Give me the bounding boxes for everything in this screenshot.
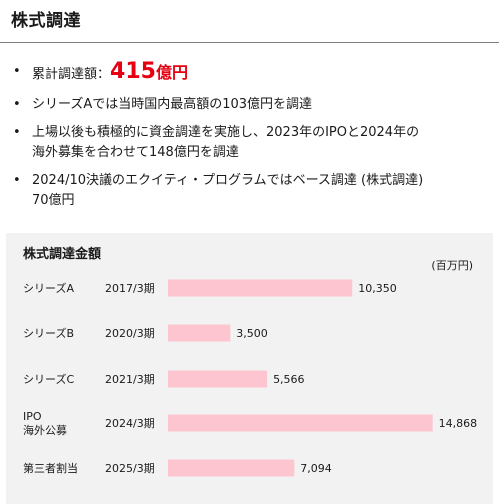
bullet-equity-program: 2024/10決議のエクイティ・プログラムではベース調達 (株式調達) 70億円 <box>11 171 491 211</box>
period-label-3: 2024/3期 <box>105 417 155 430</box>
chart-unit-label: (百万円) <box>431 259 473 272</box>
page-title: 株式調達 <box>11 11 81 31</box>
bar-4 <box>168 459 295 477</box>
category-label-3-1: 海外公募 <box>23 423 67 437</box>
value-label-0: 10,350 <box>358 282 397 295</box>
chart-title: 株式調達金額 <box>23 247 102 262</box>
category-label-3-0: IPO <box>23 410 42 423</box>
category-label-2: シリーズC <box>23 372 74 386</box>
bar-3 <box>168 414 433 432</box>
bullet-series-a-text: シリーズAでは当時国内最高額の103億円を調達 <box>32 97 313 112</box>
bullet-equity-program-line-1: 2024/10決議のエクイティ・プログラムではベース調達 (株式調達) <box>32 173 424 188</box>
category-label-4: 第三者割当 <box>23 461 78 475</box>
bullet-post-ipo-line-2: 海外募集を合わせて148億円を調達 <box>32 145 239 160</box>
total-raised-value: 415 <box>110 59 156 84</box>
bar-1 <box>168 324 231 342</box>
bullet-total-raised: 累計調達額：415億円 <box>11 56 491 91</box>
value-label-3: 14,868 <box>439 417 478 430</box>
bullet-post-ipo-line-1: 上場以後も積極的に資金調達を実施し、2023年のIPOと2024年の <box>32 125 420 140</box>
period-label-4: 2025/3期 <box>105 462 155 475</box>
title-divider <box>0 42 499 43</box>
summary-bullet-list: 累計調達額：415億円 シリーズAでは当時国内最高額の103億円を調達 上場以後… <box>11 56 491 219</box>
value-label-1: 3,500 <box>236 327 267 340</box>
equity-funding-bar-chart: シリーズA 2017/3期 10,350 シリーズB 2020/3期 3,500 シリーズC… <box>23 279 478 477</box>
total-raised-label: 累計調達額： <box>32 67 111 82</box>
bar-2 <box>168 370 268 388</box>
period-label-1: 2020/3期 <box>105 327 155 340</box>
category-label-1: シリーズB <box>23 326 74 340</box>
value-label-4: 7,094 <box>300 462 332 475</box>
category-label-0: シリーズA <box>23 281 74 295</box>
bullet-series-a: シリーズAでは当時国内最高額の103億円を調達 <box>11 95 491 115</box>
chart-panel: 株式調達金額 (百万円) シリーズA 2017/3期 10,350 シリーズB 2020… <box>6 233 493 504</box>
period-label-0: 2017/3期 <box>105 282 155 295</box>
bullet-post-ipo: 上場以後も積極的に資金調達を実施し、2023年のIPOと2024年の 海外募集を… <box>11 123 491 163</box>
bar-0 <box>168 279 353 297</box>
bullet-equity-program-line-2: 70億円 <box>32 193 75 208</box>
total-raised-unit: 億円 <box>155 63 188 82</box>
value-label-2: 5,566 <box>273 373 305 386</box>
period-label-2: 2021/3期 <box>105 373 155 386</box>
